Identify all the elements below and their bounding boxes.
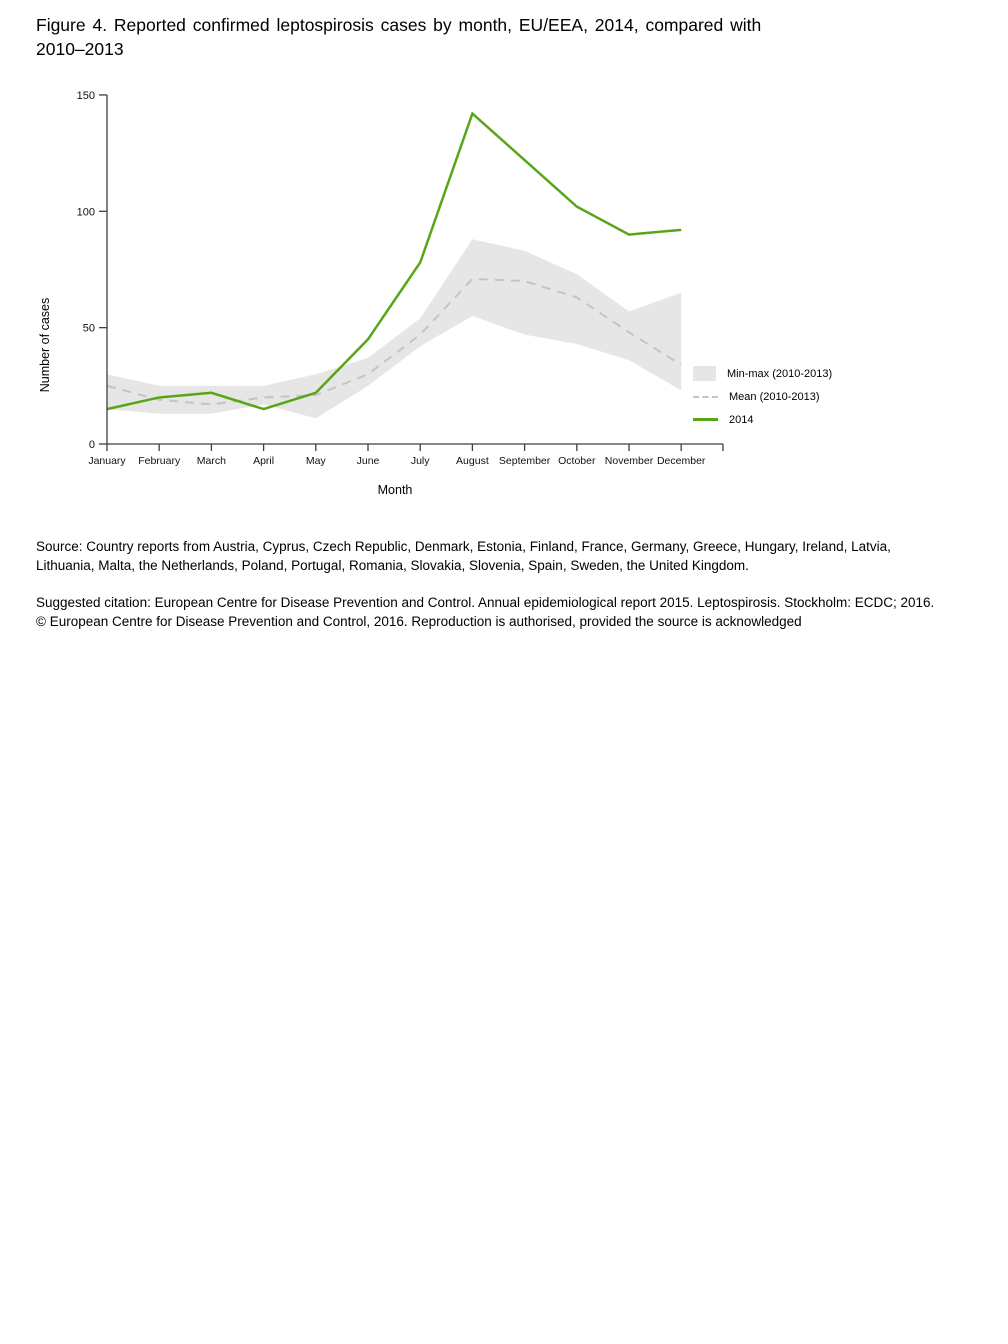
legend-label-2014: 2014 [729, 413, 754, 426]
x-tick-label: September [499, 455, 551, 467]
y-tick-label: 50 [83, 323, 95, 335]
x-axis-title: Month [377, 483, 413, 497]
legend-item-mean: Mean (2010-2013) [693, 389, 832, 404]
y-axis-title: Number of cases [38, 297, 52, 393]
copyright-text: © European Centre for Disease Prevention… [36, 613, 802, 629]
legend-item-minmax: Min-max (2010-2013) [693, 366, 832, 381]
x-tick-label: November [605, 455, 654, 467]
legend-label-minmax: Min-max (2010-2013) [727, 367, 833, 380]
source-text: Source: Country reports from Austria, Cy… [36, 539, 891, 573]
figure-footer: Source: Country reports from Austria, Cy… [36, 538, 938, 631]
mean-line [106, 277, 682, 406]
legend-swatch-band-icon [693, 366, 716, 381]
y-tick-label: 0 [89, 439, 95, 451]
band-min-max [107, 239, 682, 419]
chart-legend: Min-max (2010-2013) Mean (2010-2013) 201… [693, 366, 832, 435]
figure-title-line2: 2010–2013 [36, 38, 124, 59]
chart-area: 0 50 100 150 January February March April May Jun… [0, 80, 1008, 520]
citation-text: Suggested citation: European Centre for … [36, 595, 935, 610]
figure-title-line1: Figure 4. Reported confirmed leptospiros… [36, 15, 762, 35]
x-tick-label: May [306, 455, 327, 467]
legend-label-mean: Mean (2010-2013) [729, 390, 820, 403]
legend-swatch-dashed-line-icon [693, 396, 718, 398]
x-tick-label: October [558, 455, 596, 467]
y-tick-label: 150 [77, 90, 95, 102]
x-tick-label: January [88, 455, 126, 467]
legend-swatch-solid-line-icon [693, 418, 718, 421]
chart-canvas: 0 50 100 150 January February March April May Jun… [77, 90, 724, 467]
figure-title: Figure 4. Reported confirmed leptospiros… [36, 14, 966, 61]
x-tick-label: April [253, 455, 274, 467]
legend-item-2014: 2014 [693, 412, 832, 427]
x-tick-label: August [456, 455, 489, 467]
x-tick-label: June [357, 455, 380, 467]
x-tick-label: July [411, 455, 430, 467]
x-tick-label: February [138, 455, 181, 467]
y-tick-label: 100 [77, 206, 95, 218]
x-tick-label: December [657, 455, 706, 467]
x-tick-label: March [197, 455, 226, 467]
line-2014 [106, 111, 682, 411]
